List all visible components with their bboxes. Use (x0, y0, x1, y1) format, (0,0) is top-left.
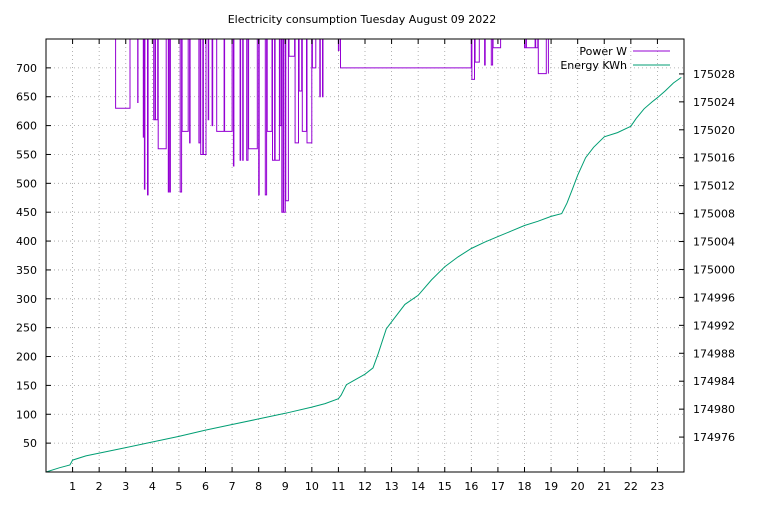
y-tick-label: 600 (16, 120, 37, 133)
y2-tick-label: 174976 (693, 431, 735, 444)
y-tick-label: 200 (16, 351, 37, 364)
x-tick-label: 23 (650, 480, 664, 493)
y-tick-label: 150 (16, 379, 37, 392)
y2-tick-label: 175008 (693, 208, 735, 221)
y2-tick-label: 174984 (693, 375, 735, 388)
series-line-power (115, 39, 549, 213)
grid-lines (46, 39, 684, 472)
x-tick-label: 10 (305, 480, 319, 493)
y-tick-label: 400 (16, 235, 37, 248)
y-tick-label: 550 (16, 148, 37, 161)
y2-tick-label: 175020 (693, 124, 735, 137)
y2-tick-label: 175012 (693, 180, 735, 193)
y-tick-label: 100 (16, 408, 37, 421)
y2-tick-label: 175004 (693, 236, 735, 249)
x-tick-label: 16 (464, 480, 478, 493)
x-tick-label: 12 (358, 480, 372, 493)
y-tick-label: 50 (23, 437, 37, 450)
x-tick-label: 7 (229, 480, 236, 493)
x-tick-label: 13 (385, 480, 399, 493)
x-tick-label: 21 (597, 480, 611, 493)
y-tick-label: 650 (16, 91, 37, 104)
legend: Power W Energy KWh (560, 45, 670, 72)
chart-title: Electricity consumption Tuesday August 0… (228, 13, 497, 26)
y-tick-label: 450 (16, 206, 37, 219)
y2-tick-label: 175016 (693, 152, 735, 165)
x-tick-label: 4 (149, 480, 156, 493)
y-tick-label: 500 (16, 177, 37, 190)
y2-tick-label: 174996 (693, 291, 735, 304)
x-tick-label: 11 (331, 480, 345, 493)
x-tick-label: 19 (544, 480, 558, 493)
y2-tick-label: 174992 (693, 319, 735, 332)
x-tick-label: 20 (571, 480, 585, 493)
y2-tick-label: 175000 (693, 263, 735, 276)
y-tick-label: 700 (16, 62, 37, 75)
x-tick-label: 3 (122, 480, 129, 493)
x-tick-label: 6 (202, 480, 209, 493)
x-tick-label: 2 (96, 480, 103, 493)
y2-tick-label: 174980 (693, 403, 735, 416)
x-tick-label: 14 (411, 480, 425, 493)
legend-label-power: Power W (579, 45, 627, 58)
y2-tick-label: 174988 (693, 347, 735, 360)
y-tick-label: 250 (16, 322, 37, 335)
x-tick-label: 1 (69, 480, 76, 493)
x-tick-label: 18 (518, 480, 532, 493)
x-tick-label: 9 (282, 480, 289, 493)
x-tick-label: 8 (255, 480, 262, 493)
y2-tick-label: 175028 (693, 68, 735, 81)
y2-tick-label: 175024 (693, 96, 735, 109)
y-tick-label: 350 (16, 264, 37, 277)
x-tick-label: 17 (491, 480, 505, 493)
x-tick-label: 15 (438, 480, 452, 493)
series-line-energy (46, 76, 682, 472)
series-lines (46, 39, 682, 472)
x-tick-label: 22 (624, 480, 638, 493)
axes: 50 100 150 200 250 300 350 400 450 500 550 600 650 70… (16, 38, 735, 493)
x-tick-label: 5 (175, 480, 182, 493)
legend-label-energy: Energy KWh (560, 59, 627, 72)
y-tick-label: 300 (16, 293, 37, 306)
